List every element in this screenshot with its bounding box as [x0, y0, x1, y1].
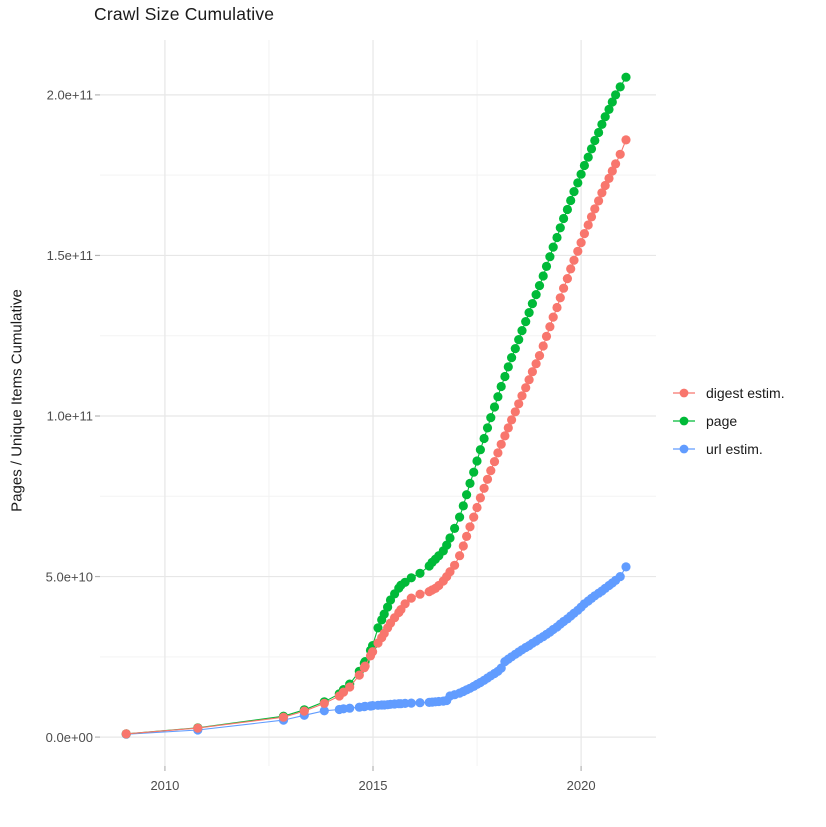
- chart-title: Crawl Size Cumulative: [94, 4, 275, 24]
- major-gridlines: [100, 40, 656, 766]
- x-tick-label: 2010: [150, 778, 179, 793]
- legend-item-url-estim: url estim.: [672, 435, 785, 463]
- legend-label-digest-estim: digest estim.: [706, 385, 785, 401]
- legend-item-page: page: [672, 407, 785, 435]
- y-tick-label: 2.0e+11: [47, 88, 93, 103]
- series-points-digest-estim: [121, 135, 631, 739]
- x-tick-label: 2015: [359, 778, 388, 793]
- minor-gridlines: [100, 40, 656, 766]
- legend-label-url-estim: url estim.: [706, 441, 763, 457]
- y-tick-label: 5.0e+10: [46, 569, 93, 584]
- legend: digest estim. page url estim.: [672, 379, 785, 463]
- legend-item-digest-estim: digest estim.: [672, 379, 785, 407]
- y-tick-label: 0.0e+00: [46, 730, 93, 745]
- x-tick-label: 2020: [567, 778, 596, 793]
- legend-marker-digest-icon: [673, 388, 695, 398]
- series-points-page: [121, 72, 631, 739]
- x-axis-tick-labels: 2010 2015 2020: [150, 778, 595, 793]
- legend-marker-url-icon: [673, 444, 695, 454]
- y-tick-label: 1.5e+11: [47, 248, 93, 263]
- y-tick-label: 1.0e+11: [47, 409, 93, 424]
- axis-ticks: [95, 94, 582, 771]
- legend-marker-page-icon: [673, 416, 695, 426]
- y-axis-tick-labels: 0.0e+00 5.0e+10 1.0e+11 1.5e+11 2.0e+11: [46, 88, 93, 745]
- legend-label-page: page: [706, 413, 738, 429]
